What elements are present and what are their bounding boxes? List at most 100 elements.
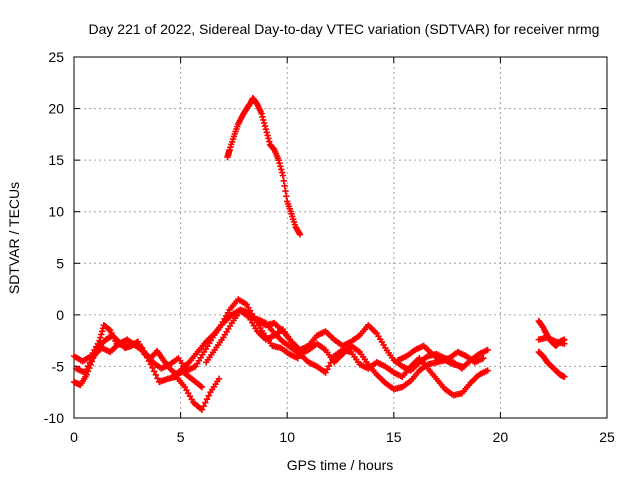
data-point-interp — [291, 221, 299, 228]
data-point-interp — [482, 347, 490, 354]
data-point-interp — [218, 336, 225, 344]
data-point-interp — [192, 350, 200, 358]
x-axis-label: GPS time / hours — [287, 457, 394, 473]
x-tick-label: 15 — [386, 429, 402, 445]
data-point-interp — [226, 148, 233, 155]
x-tick-label: 0 — [70, 429, 78, 445]
data-point-interp — [405, 378, 413, 386]
series-high-satellite-arc — [224, 95, 304, 238]
data-point-interp — [292, 354, 300, 361]
data-point-interp — [284, 349, 291, 357]
data-point-interp — [303, 357, 311, 364]
data-point-interp — [259, 113, 266, 121]
data-point-interp — [269, 320, 276, 327]
data-point-interp — [275, 344, 283, 351]
data-point-interp — [214, 378, 221, 385]
y-tick-label: 10 — [48, 204, 64, 220]
data-point-interp — [423, 354, 430, 361]
y-tick-label: -5 — [52, 358, 65, 374]
data-point-interp — [461, 352, 468, 359]
y-tick-label: -10 — [44, 410, 64, 426]
chart-title: Day 221 of 2022, Sidereal Day-to-day VTE… — [89, 21, 600, 37]
data-point-interp — [226, 322, 234, 330]
data-point-interp — [354, 333, 362, 340]
data-point-interp — [286, 335, 293, 343]
data-point-interp — [312, 334, 319, 341]
x-tick-label: 20 — [493, 429, 509, 445]
series-arc-2 — [70, 321, 223, 413]
data-point-interp — [474, 373, 481, 380]
data-point-interp — [184, 360, 191, 368]
data-point-interp — [79, 368, 87, 375]
data-point-interp — [175, 368, 183, 375]
data-point-interp — [320, 328, 328, 336]
data-point-interp — [205, 392, 212, 399]
data-point-interp — [218, 321, 225, 329]
series-arc-3 — [72, 296, 302, 376]
data-point-interp — [159, 355, 166, 362]
y-tick-label: 15 — [48, 152, 64, 168]
data-point-interp — [83, 366, 90, 373]
data-point-interp — [303, 347, 311, 354]
data-point-interp — [84, 362, 92, 370]
plot-frame — [73, 56, 608, 419]
data-point-interp — [287, 208, 294, 215]
data-point-interp — [354, 358, 362, 366]
data-point-interp — [265, 135, 272, 142]
data-point-interp — [444, 355, 451, 362]
data-point-interp — [229, 135, 237, 143]
x-tick-label: 5 — [177, 429, 185, 445]
data-point-interp — [203, 396, 211, 403]
data-point-interp — [538, 321, 545, 328]
data-point-interp — [139, 347, 146, 354]
data-point-interp — [88, 356, 95, 363]
data-point-interp — [286, 343, 293, 350]
data-point-interp — [478, 355, 485, 363]
data-point-interp — [431, 359, 438, 366]
data-point-interp — [277, 163, 284, 170]
data-point-interp — [550, 337, 558, 345]
data-point-interp — [173, 356, 180, 363]
data-point-interp — [282, 187, 289, 195]
data-point-interp — [234, 123, 241, 130]
data-points — [70, 95, 568, 413]
data-point-interp — [199, 351, 206, 359]
data-point-interp — [97, 334, 104, 341]
data-point-interp — [397, 384, 404, 391]
data-point-interp — [266, 138, 273, 145]
data-point-interp — [283, 193, 290, 200]
data-point-interp — [354, 347, 362, 354]
data-point-interp — [100, 338, 107, 346]
data-point-interp — [241, 300, 249, 307]
data-point-interp — [337, 352, 345, 359]
series-arc-7 — [394, 342, 487, 366]
data-point-interp — [260, 119, 268, 127]
data-point-interp — [252, 325, 259, 332]
data-point-interp — [130, 341, 138, 348]
data-point-interp — [457, 362, 464, 370]
data-point-interp — [197, 405, 204, 412]
data-point-interp — [278, 166, 285, 173]
data-point-interp — [281, 182, 288, 190]
data-point-interp — [427, 349, 434, 356]
data-point-interp — [196, 381, 203, 389]
data-point-interp — [278, 327, 285, 334]
data-point-interp — [482, 368, 490, 375]
data-point-interp — [263, 129, 270, 136]
data-point-interp — [209, 349, 217, 356]
data-point-interp — [224, 309, 232, 316]
data-point-interp — [465, 381, 473, 389]
data-point-interp — [278, 169, 286, 176]
data-point-interp — [397, 361, 404, 369]
data-point-interp — [542, 356, 549, 364]
data-point-interp — [257, 108, 264, 116]
data-point-interp — [154, 375, 161, 382]
data-point-interp — [197, 382, 204, 390]
data-point-interp — [264, 132, 271, 139]
data-point-interp — [397, 372, 404, 380]
data-point-interp — [329, 334, 336, 342]
data-point-interp — [105, 326, 113, 333]
data-point-interp — [209, 331, 217, 339]
data-point-interp — [380, 362, 387, 369]
